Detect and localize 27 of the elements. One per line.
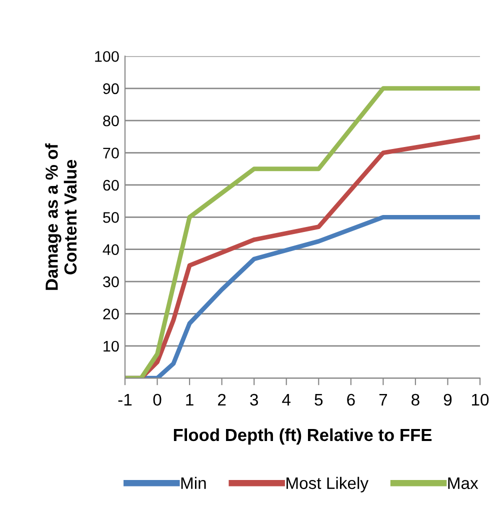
x-tick-label: 10 xyxy=(472,394,489,406)
legend-label: Most Likely xyxy=(286,476,368,492)
x-tick-label: -1 xyxy=(118,394,132,406)
x-tick-label: 5 xyxy=(314,394,323,406)
y-tick-label: 40 xyxy=(102,244,119,256)
y-tick-label: 90 xyxy=(103,83,119,94)
y-tick-label: 20 xyxy=(103,308,119,320)
y-tick-label: 70 xyxy=(103,148,119,158)
x-tick-label: 2 xyxy=(218,394,226,406)
legend-label: Max xyxy=(448,477,478,490)
y-tick-label: 30 xyxy=(103,276,119,288)
x-tick-label: 0 xyxy=(153,394,162,406)
x-tick-label: 1 xyxy=(186,394,194,406)
y-tick-label: 80 xyxy=(103,115,119,126)
x-tick-label: 3 xyxy=(250,394,258,406)
x-tick-label: 7 xyxy=(379,394,387,406)
x-tick-label: 4 xyxy=(282,394,291,406)
y-tick-label: 60 xyxy=(103,180,119,191)
x-tick-label: 6 xyxy=(347,394,355,406)
y-tick-label: 10 xyxy=(104,340,119,352)
x-tick-label: 9 xyxy=(444,394,452,406)
x-axis-title: Flood Depth (ft) Relative to FFE xyxy=(174,428,432,445)
legend-label: Min xyxy=(181,476,206,489)
y-tick-label: 50 xyxy=(103,212,119,223)
y-axis-title: Damage as a % of Content Value xyxy=(45,143,77,290)
x-tick-label: 8 xyxy=(412,394,420,406)
y-tick-label: 100 xyxy=(95,51,119,62)
